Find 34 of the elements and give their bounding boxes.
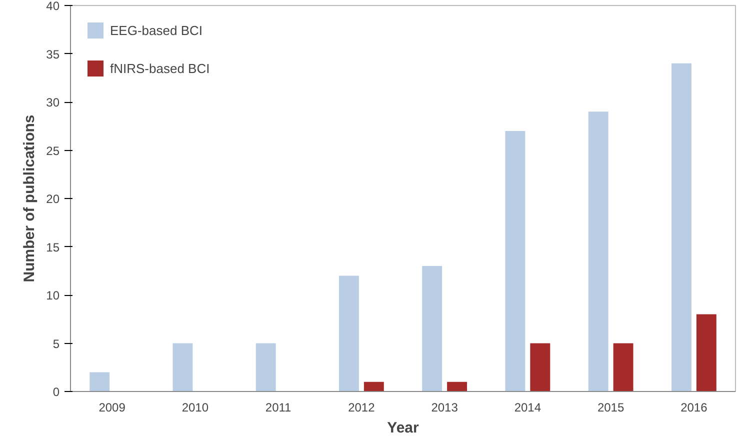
x-tick-label: 2016 [680, 400, 708, 414]
bar [90, 372, 110, 392]
x-tick-label: 2010 [182, 400, 209, 414]
y-axis-title: Number of publications [21, 114, 38, 282]
bar [256, 343, 276, 392]
x-tick-label: 2013 [431, 400, 458, 414]
bar [530, 343, 550, 392]
x-tick-label: 2011 [265, 400, 292, 414]
y-tick-label: 35 [46, 47, 60, 62]
y-tick-label: 40 [46, 0, 60, 13]
bar [422, 266, 442, 392]
bar [505, 130, 526, 392]
y-tick-label: 0 [52, 385, 60, 399]
y-tick-label: 20 [46, 192, 60, 206]
x-tick-label: 2014 [514, 400, 542, 414]
bar [613, 343, 634, 392]
x-tick-label: 2012 [348, 400, 376, 414]
y-tick-label: 30 [46, 96, 60, 110]
x-tick-label: 2015 [597, 400, 624, 414]
y-tick-label: 25 [46, 144, 60, 158]
y-tick-label: 15 [46, 240, 60, 254]
bar [696, 314, 716, 392]
x-tick-label: 2009 [98, 400, 126, 414]
bar [172, 343, 193, 392]
bar [671, 63, 692, 392]
x-axis-title: Year [387, 420, 420, 436]
y-tick-label: 5 [52, 336, 60, 351]
bar [338, 276, 359, 392]
legend-label: EEG-based BCI [110, 22, 202, 38]
bar [588, 112, 608, 392]
y-tick-label: 10 [46, 288, 60, 302]
bar [364, 382, 384, 392]
legend-label: fNIRS-based BCI [110, 60, 210, 76]
bar [447, 382, 468, 392]
